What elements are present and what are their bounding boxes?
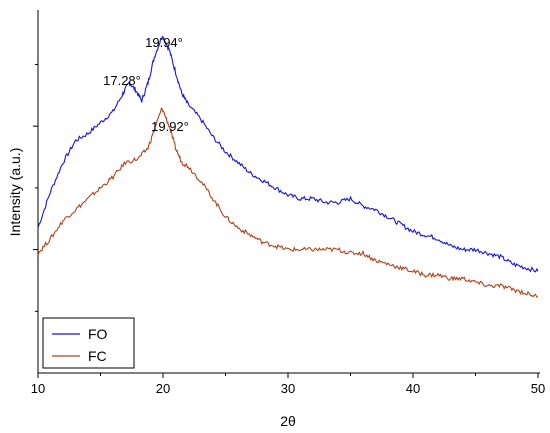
legend-box (42, 317, 135, 369)
peak-label-fo-17-28: 17.28° (103, 73, 141, 88)
legend: FO FC (42, 317, 135, 369)
x-tick-label-30: 30 (281, 381, 295, 396)
series-layer (37, 35, 539, 298)
x-axis-title: 2θ (280, 413, 296, 429)
y-axis-title: Intensity (a.u.) (7, 148, 23, 237)
peak-label-fo-19-94: 19.94° (145, 35, 183, 50)
legend-label-fc: FC (88, 348, 107, 364)
legend-label-fo: FO (88, 326, 108, 342)
series-line-fo (37, 35, 539, 273)
x-tick-label-40: 40 (406, 381, 420, 396)
peak-annotations: 17.28° 19.94° 19.92° (103, 35, 189, 134)
y-axis (33, 10, 39, 373)
x-tick-label-10: 10 (31, 381, 45, 396)
peak-label-fc-19-92: 19.92° (151, 119, 189, 134)
x-tick-label-20: 20 (156, 381, 170, 396)
series-line-fc (37, 107, 539, 298)
x-axis: 10 20 30 40 50 (31, 372, 545, 396)
x-tick-label-50: 50 (531, 381, 545, 396)
